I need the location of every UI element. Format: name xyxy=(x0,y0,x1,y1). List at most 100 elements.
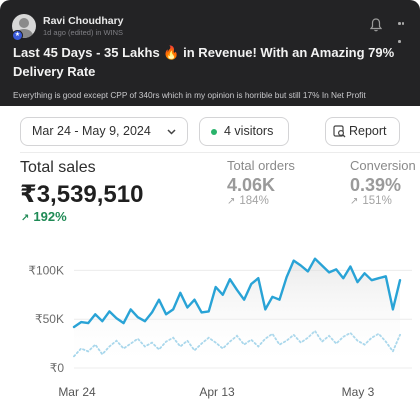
sales-data-point[interactable] xyxy=(277,297,282,302)
comparison-data-point xyxy=(200,342,204,346)
comparison-data-point xyxy=(320,340,324,344)
sales-data-point[interactable] xyxy=(72,325,77,330)
sales-data-point[interactable] xyxy=(149,310,154,315)
comparison-data-point xyxy=(292,333,296,337)
comparison-data-point xyxy=(171,336,175,340)
sales-data-point[interactable] xyxy=(376,276,381,281)
comparison-data-point xyxy=(143,345,147,349)
sales-data-point[interactable] xyxy=(142,319,147,324)
total-sales-label[interactable]: Total sales xyxy=(20,159,96,176)
comparison-data-point xyxy=(299,341,303,345)
sales-line-chart[interactable]: ₹100K ₹50K ₹0 Mar 24 Apr 13 May 3 xyxy=(0,246,420,420)
sales-data-point[interactable] xyxy=(312,256,317,261)
sales-data-point[interactable] xyxy=(199,310,204,315)
sales-data-point[interactable] xyxy=(270,294,275,299)
sales-data-point[interactable] xyxy=(114,316,119,321)
comparison-data-point xyxy=(363,343,367,347)
comparison-data-point xyxy=(192,348,196,352)
sales-area-fill xyxy=(74,258,400,368)
live-visitors-button[interactable]: 4 visitors xyxy=(199,117,289,146)
comparison-data-point xyxy=(93,343,97,347)
comparison-data-point xyxy=(313,329,317,333)
analytics-dashboard: Mar 24 - May 9, 2024 4 visitors Report T… xyxy=(0,106,420,420)
sales-data-point[interactable] xyxy=(121,321,126,326)
sales-data-point[interactable] xyxy=(220,292,225,297)
sales-data-point[interactable] xyxy=(390,307,395,312)
comparison-data-point xyxy=(327,334,331,338)
sales-data-point[interactable] xyxy=(185,305,190,310)
report-button[interactable]: Report xyxy=(325,117,400,146)
sales-data-point[interactable] xyxy=(362,271,367,276)
sales-data-point[interactable] xyxy=(341,276,346,281)
sales-data-point[interactable] xyxy=(79,320,84,325)
comparison-data-point xyxy=(115,339,119,343)
sales-data-point[interactable] xyxy=(100,319,105,324)
comparison-data-point xyxy=(122,346,126,350)
sales-data-point[interactable] xyxy=(93,312,98,317)
sales-data-point[interactable] xyxy=(320,263,325,268)
comparison-data-point xyxy=(214,341,218,345)
post-title-text: Last 45 Days - 35 Lakhs xyxy=(13,45,160,60)
comparison-data-point xyxy=(235,334,239,338)
metrics-divider xyxy=(20,152,420,153)
sales-data-point[interactable] xyxy=(135,315,140,320)
sales-data-point[interactable] xyxy=(171,307,176,312)
sales-data-point[interactable] xyxy=(178,290,183,295)
fire-icon: 🔥 xyxy=(163,45,180,60)
sales-data-point[interactable] xyxy=(164,312,169,317)
sales-data-point[interactable] xyxy=(284,275,289,280)
post-header: ★ Ravi Choudhary 1d ago (edited) in WINS… xyxy=(0,0,420,106)
sales-data-point[interactable] xyxy=(128,307,133,312)
bell-icon[interactable] xyxy=(370,18,382,32)
post-meta: 1d ago (edited) in WINS xyxy=(43,28,124,37)
comparison-data-point xyxy=(150,341,154,345)
sales-data-point[interactable] xyxy=(107,309,112,314)
post-title-text-continued: in Revenue! With an Amazing 79% Delivery… xyxy=(13,45,395,79)
conversion-label[interactable]: Conversion xyxy=(350,158,416,173)
comparison-data-point xyxy=(398,333,402,337)
comparison-data-point xyxy=(391,349,395,353)
post-author[interactable]: Ravi Choudhary xyxy=(43,15,124,27)
sales-data-point[interactable] xyxy=(263,307,268,312)
sales-data-point[interactable] xyxy=(157,297,162,302)
comparison-data-point xyxy=(348,331,352,335)
sales-data-point[interactable] xyxy=(327,270,332,275)
comparison-data-point xyxy=(256,345,260,349)
arrow-up-right-icon: ↗ xyxy=(350,196,359,207)
total-orders-label[interactable]: Total orders xyxy=(227,158,295,173)
post-title[interactable]: Last 45 Days - 35 Lakhs 🔥 in Revenue! Wi… xyxy=(13,43,408,81)
comparison-data-point xyxy=(228,340,232,344)
more-options-icon[interactable] xyxy=(398,22,408,43)
comparison-data-point xyxy=(278,343,282,347)
y-tick-label: ₹0 xyxy=(50,361,65,375)
comparison-data-point xyxy=(207,336,211,340)
sales-data-point[interactable] xyxy=(235,287,240,292)
sales-data-point[interactable] xyxy=(305,269,310,274)
sales-data-point[interactable] xyxy=(192,297,197,302)
sales-data-point[interactable] xyxy=(242,297,247,302)
sales-data-point[interactable] xyxy=(298,263,303,268)
comparison-data-point xyxy=(370,336,374,340)
sales-data-point[interactable] xyxy=(355,280,360,285)
sales-data-point[interactable] xyxy=(383,274,388,279)
sales-data-point[interactable] xyxy=(86,321,91,326)
sales-line xyxy=(72,257,402,329)
total-sales-change-value: 192% xyxy=(33,209,67,224)
sales-data-point[interactable] xyxy=(291,258,296,263)
sales-data-point[interactable] xyxy=(369,278,374,283)
sales-data-point[interactable] xyxy=(348,264,353,269)
comparison-data-point xyxy=(164,340,168,344)
sales-data-point[interactable] xyxy=(227,277,232,282)
sales-data-point[interactable] xyxy=(249,282,254,287)
sales-data-point[interactable] xyxy=(206,309,211,314)
x-tick-label: Mar 24 xyxy=(58,385,96,399)
sales-data-point[interactable] xyxy=(398,278,403,283)
comparison-data-point xyxy=(263,337,267,341)
date-range-picker[interactable]: Mar 24 - May 9, 2024 xyxy=(20,117,188,146)
level-badge-icon: ★ xyxy=(12,30,23,41)
sales-data-point[interactable] xyxy=(213,284,218,289)
comparison-data-point xyxy=(384,340,388,344)
sales-data-point[interactable] xyxy=(334,267,339,272)
chevron-down-icon xyxy=(167,129,176,135)
sales-data-point[interactable] xyxy=(256,276,261,281)
